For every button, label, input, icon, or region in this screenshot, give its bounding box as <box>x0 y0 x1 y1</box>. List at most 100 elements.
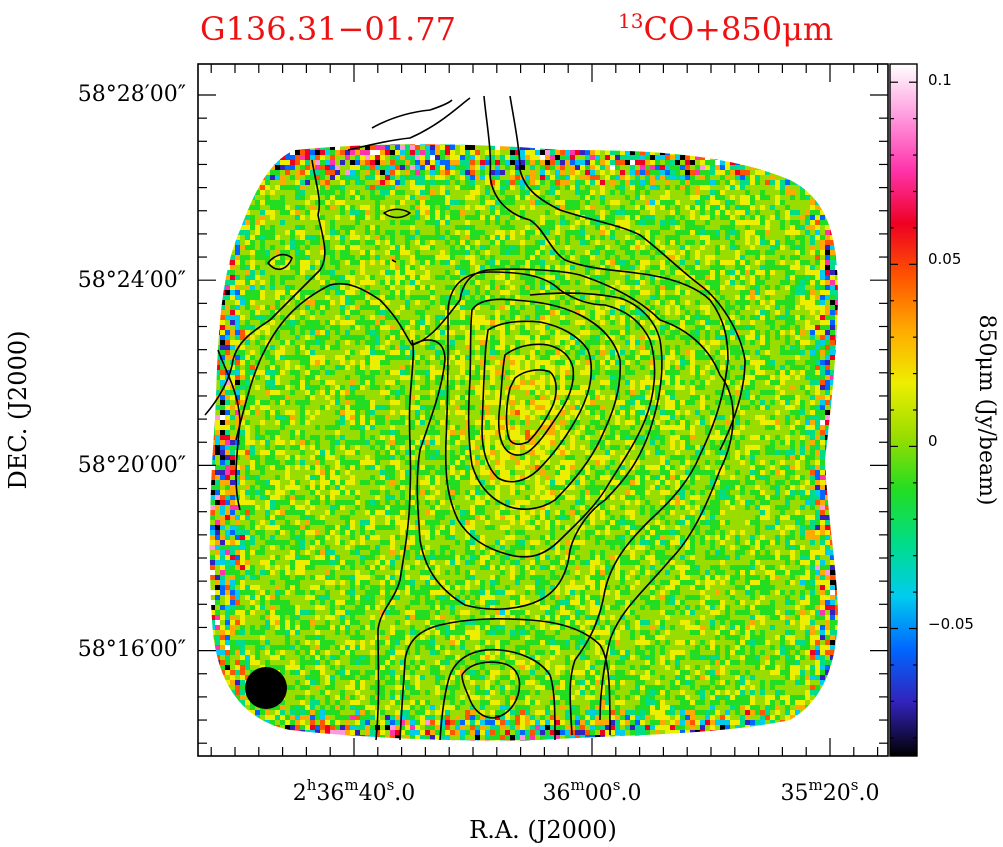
map-pixel <box>725 205 730 210</box>
map-pixel <box>655 295 660 300</box>
map-pixel <box>775 170 780 175</box>
map-pixel <box>550 320 555 325</box>
map-pixel <box>405 185 410 190</box>
map-pixel <box>650 170 655 175</box>
map-pixel <box>300 310 305 315</box>
map-pixel <box>665 290 670 295</box>
map-pixel <box>825 315 830 320</box>
map-pixel <box>760 260 765 265</box>
map-pixel <box>625 300 630 305</box>
map-pixel <box>705 180 710 185</box>
map-pixel <box>420 150 425 155</box>
map-pixel <box>470 265 475 270</box>
map-pixel <box>455 315 460 320</box>
map-pixel <box>660 144 665 145</box>
map-pixel <box>655 200 660 205</box>
map-pixel <box>325 150 330 155</box>
map-pixel <box>470 260 475 265</box>
map-pixel <box>485 240 490 245</box>
map-pixel <box>375 275 380 280</box>
map-pixel <box>425 310 430 315</box>
map-pixel <box>765 190 770 195</box>
map-pixel <box>485 235 490 240</box>
map-pixel <box>315 250 320 255</box>
map-pixel <box>580 150 585 155</box>
map-pixel <box>675 215 680 220</box>
map-pixel <box>325 215 330 220</box>
map-pixel <box>815 235 820 240</box>
map-pixel <box>380 155 385 160</box>
map-pixel <box>435 265 440 270</box>
map-pixel <box>635 220 640 225</box>
map-pixel <box>775 185 780 190</box>
map-pixel <box>735 245 740 250</box>
map-pixel <box>800 255 805 260</box>
map-pixel <box>350 250 355 255</box>
map-pixel <box>365 144 370 145</box>
map-pixel <box>465 260 470 265</box>
map-pixel <box>220 320 225 325</box>
map-pixel <box>345 150 350 155</box>
map-pixel <box>585 170 590 175</box>
map-pixel <box>350 175 355 180</box>
map-pixel <box>740 260 745 265</box>
map-pixel <box>320 200 325 205</box>
map-pixel <box>700 220 705 225</box>
map-pixel <box>500 205 505 210</box>
map-pixel <box>680 300 685 305</box>
map-pixel <box>610 175 615 180</box>
map-pixel <box>300 200 305 205</box>
map-pixel <box>640 245 645 250</box>
map-pixel <box>710 290 715 295</box>
map-pixel <box>790 245 795 250</box>
map-pixel <box>835 195 838 200</box>
map-pixel <box>365 175 370 180</box>
map-pixel <box>275 160 280 165</box>
map-pixel <box>725 190 730 195</box>
map-pixel <box>230 205 235 210</box>
map-pixel <box>715 255 720 260</box>
map-pixel <box>435 175 440 180</box>
map-pixel <box>730 195 735 200</box>
map-pixel <box>795 235 800 240</box>
map-pixel <box>390 225 395 230</box>
map-pixel <box>370 255 375 260</box>
map-pixel <box>595 275 600 280</box>
map-pixel <box>340 275 345 280</box>
map-pixel <box>560 320 565 325</box>
map-pixel <box>715 205 720 210</box>
map-pixel <box>560 330 565 335</box>
map-pixel <box>760 145 765 150</box>
map-pixel <box>345 230 350 235</box>
map-pixel <box>325 225 330 230</box>
map-pixel <box>810 165 815 170</box>
map-pixel <box>630 310 635 315</box>
map-pixel <box>775 330 780 335</box>
map-pixel <box>300 235 305 240</box>
map-pixel <box>570 195 575 200</box>
map-pixel <box>540 235 545 240</box>
map-pixel <box>460 175 465 180</box>
map-pixel <box>335 215 340 220</box>
map-pixel <box>750 285 755 290</box>
map-pixel <box>750 144 755 145</box>
map-pixel <box>340 255 345 260</box>
map-pixel <box>465 225 470 230</box>
map-pixel <box>595 305 600 310</box>
map-pixel <box>670 255 675 260</box>
map-pixel <box>550 275 555 280</box>
map-pixel <box>315 175 320 180</box>
map-pixel <box>220 210 225 215</box>
map-pixel <box>555 270 560 275</box>
map-pixel <box>715 305 720 310</box>
map-pixel <box>720 195 725 200</box>
map-pixel <box>570 150 575 155</box>
map-pixel <box>700 195 705 200</box>
map-pixel <box>330 215 335 220</box>
map-pixel <box>750 145 755 150</box>
map-pixel <box>225 185 230 190</box>
map-pixel <box>720 265 725 270</box>
map-pixel <box>550 250 555 255</box>
map-pixel <box>650 144 655 145</box>
